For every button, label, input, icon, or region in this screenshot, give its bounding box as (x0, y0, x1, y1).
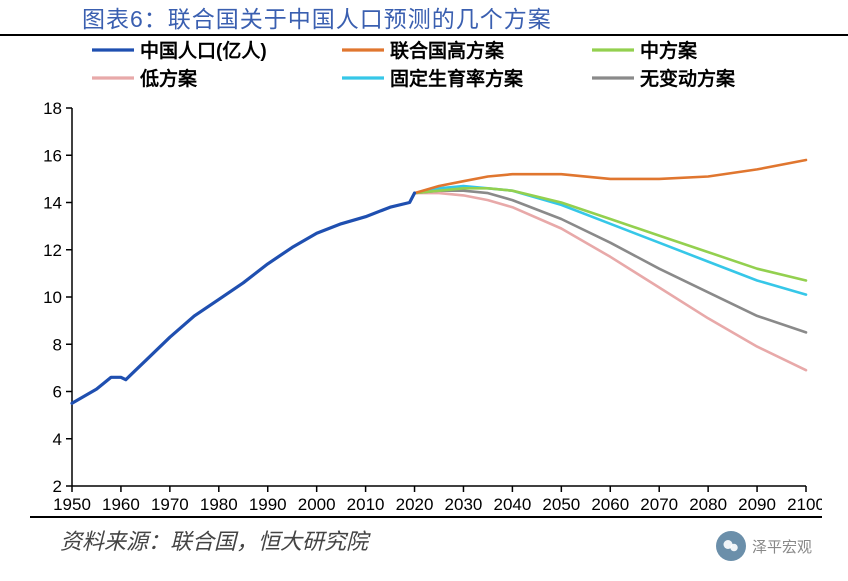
svg-text:2040: 2040 (493, 495, 531, 514)
svg-text:16: 16 (43, 146, 62, 165)
svg-text:2030: 2030 (445, 495, 483, 514)
svg-text:10: 10 (43, 288, 62, 307)
legend-label: 固定生育率方案 (390, 67, 524, 90)
legend-label: 无变动方案 (640, 67, 736, 90)
watermark-label: 泽平宏观 (752, 536, 812, 557)
series-series_nochg (415, 191, 807, 333)
chart-title: 图表6：联合国关于中国人口预测的几个方案 (82, 0, 552, 34)
bottom-rule (30, 516, 822, 518)
legend-label: 联合国高方案 (390, 39, 505, 62)
wechat-icon (716, 531, 746, 561)
legend-label: 低方案 (139, 67, 198, 90)
svg-text:1990: 1990 (249, 495, 287, 514)
svg-text:2100: 2100 (787, 495, 822, 514)
svg-text:18: 18 (43, 99, 62, 118)
svg-text:2000: 2000 (298, 495, 336, 514)
svg-text:2090: 2090 (738, 495, 776, 514)
svg-text:14: 14 (43, 194, 62, 213)
svg-text:4: 4 (53, 430, 62, 449)
chart-svg: 2 4 6 8 10 12 14 16 18 1950 1960 1970 1980 1990 2000 20… (30, 36, 822, 516)
legend-label: 中国人口(亿人) (140, 39, 267, 62)
svg-text:2080: 2080 (689, 495, 727, 514)
source-caption: 资料来源：联合国，恒大研究院 (60, 524, 368, 556)
svg-text:2020: 2020 (396, 495, 434, 514)
series-series_const (415, 186, 807, 295)
svg-text:2060: 2060 (591, 495, 629, 514)
svg-text:1960: 1960 (102, 495, 140, 514)
svg-text:1980: 1980 (200, 495, 238, 514)
svg-text:2010: 2010 (347, 495, 385, 514)
svg-text:2: 2 (53, 477, 62, 496)
plot-area: 2 4 6 8 10 12 14 16 18 1950 1960 1970 1980 1990 2000 20… (30, 36, 822, 516)
figure-container: 图表6：联合国关于中国人口预测的几个方案 2 4 6 8 10 12 14 16 18 1950 1… (0, 0, 848, 581)
title-bar: 图表6：联合国关于中国人口预测的几个方案 (0, 0, 848, 36)
svg-text:2050: 2050 (542, 495, 580, 514)
svg-text:2070: 2070 (640, 495, 678, 514)
svg-text:6: 6 (53, 383, 62, 402)
legend-label: 中方案 (640, 39, 698, 62)
series-series_med (415, 188, 807, 280)
svg-text:1970: 1970 (151, 495, 189, 514)
svg-text:8: 8 (53, 335, 62, 354)
watermark: 泽平宏观 (716, 531, 812, 561)
svg-text:12: 12 (43, 241, 62, 260)
series-series_hist (72, 193, 415, 403)
svg-text:1950: 1950 (53, 495, 91, 514)
